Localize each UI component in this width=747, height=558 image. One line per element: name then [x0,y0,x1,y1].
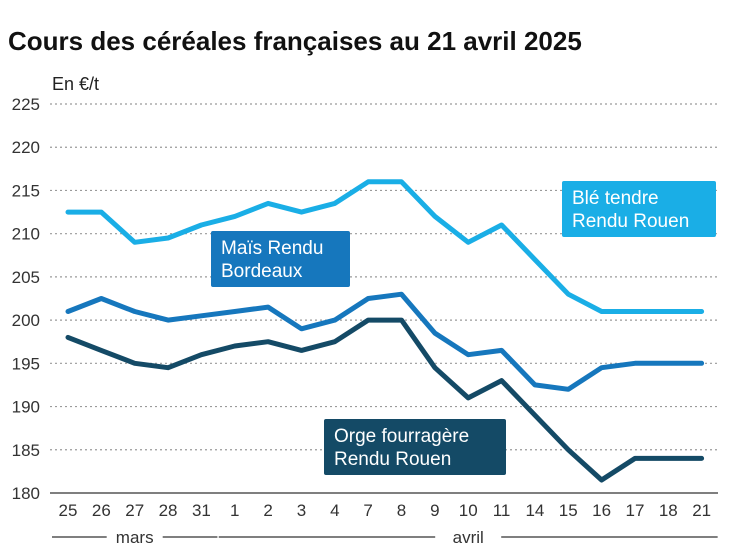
series-label-text: Rendu Rouen [572,211,689,232]
x-tick-label: 4 [330,501,339,520]
x-tick-label: 2 [263,501,272,520]
y-tick-label: 215 [12,181,40,200]
x-tick-label: 1 [230,501,239,520]
y-axis-ticks: 180 185 190 195 200 205 210 215 220 225 [12,95,40,503]
y-tick-label: 225 [12,95,40,114]
x-tick-label: 21 [692,501,711,520]
x-tick-label: 14 [525,501,544,520]
series-line [65,317,705,483]
y-tick-label: 200 [12,311,40,330]
chart-title: Cours des céréales françaises au 21 avri… [8,26,582,56]
x-tick-label: 8 [397,501,406,520]
y-tick-label: 205 [12,268,40,287]
y-tick-label: 190 [12,398,40,417]
gridlines [50,103,718,451]
x-tick-label: 27 [125,501,144,520]
series-label-text: Blé tendre [572,188,659,209]
y-tick-label: 180 [12,484,40,503]
x-tick-label: 10 [459,501,478,520]
x-tick-label: 11 [493,501,511,520]
y-axis-unit-label: En €/t [52,74,99,94]
x-tick-label: 9 [430,501,439,520]
series-label-box [562,181,716,237]
x-tick-label: 3 [297,501,306,520]
series-lines [65,179,705,483]
x-tick-label: 7 [363,501,372,520]
month-label: mars [116,528,154,547]
x-tick-label: 16 [592,501,611,520]
y-tick-label: 210 [12,225,40,244]
x-tick-label: 28 [159,501,178,520]
x-tick-label: 31 [192,501,211,520]
series-label-text: Rendu Rouen [334,449,451,470]
y-tick-label: 195 [12,354,40,373]
series-label-text: Maïs Rendu [221,238,323,259]
x-tick-label: 18 [659,501,678,520]
month-label: avril [453,528,484,547]
x-tick-label: 15 [559,501,578,520]
y-tick-label: 220 [12,138,40,157]
series-label-text: Orge fourragère [334,426,469,447]
series-label-text: Bordeaux [221,261,303,282]
x-axis-ticks: 25 26 27 28 31 1 2 3 4 7 8 9 10 11 14 15 16 17 18 21 [59,501,712,520]
series-label-box [324,419,506,475]
series-label-box [211,231,350,287]
x-tick-label: 17 [625,501,644,520]
series-line [65,179,705,314]
series-line [65,291,705,392]
y-tick-label: 185 [12,441,40,460]
month-groups: mars avril [52,528,718,547]
x-tick-label: 26 [92,501,111,520]
x-tick-label: 25 [59,501,78,520]
